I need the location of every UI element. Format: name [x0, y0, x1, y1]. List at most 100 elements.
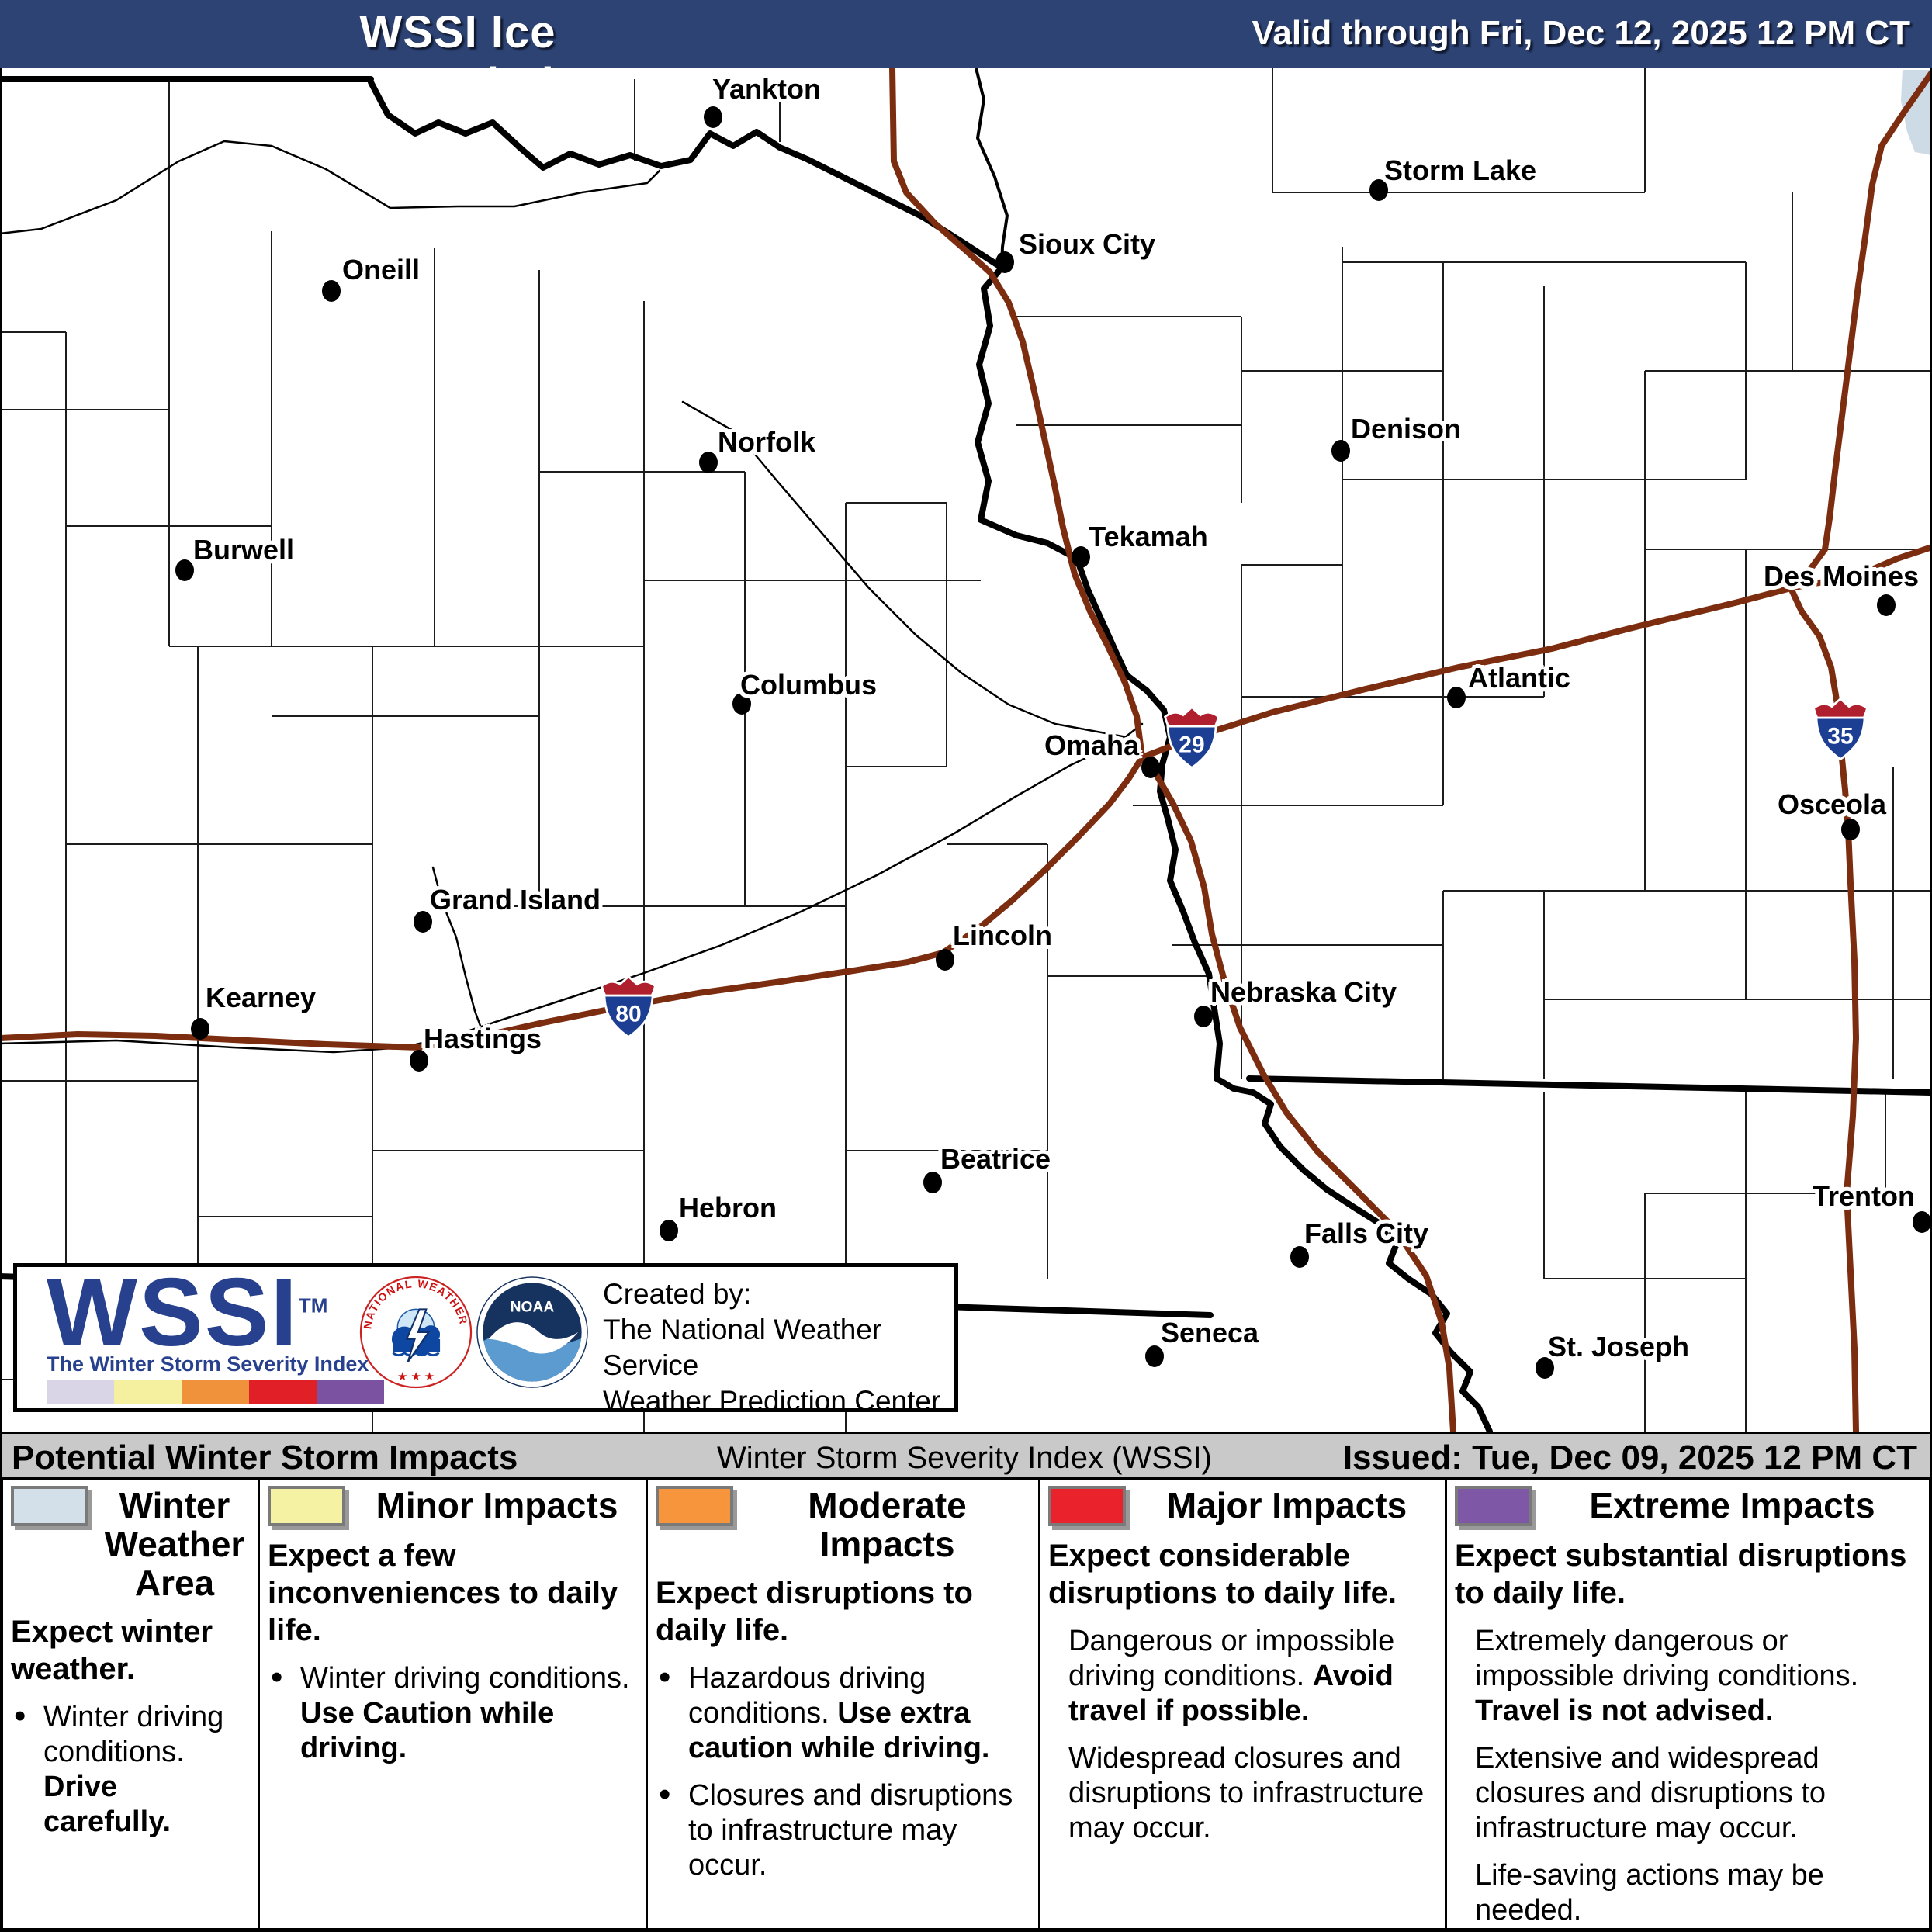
rivers-thin [2, 140, 1144, 1054]
wssi-strip-swatch-4 [317, 1380, 384, 1404]
legend-item: Winter driving conditions. Drive careful… [11, 1698, 250, 1840]
major-impacts-swatch [1048, 1486, 1126, 1526]
city-label-hebron: Hebron [679, 1192, 777, 1224]
state-borders [2, 76, 1930, 1318]
city-label-tekamah: Tekamah [1089, 521, 1208, 552]
city-label-st-joseph: St. Joseph [1547, 1331, 1690, 1362]
city-label-beatrice: Beatrice [940, 1143, 1051, 1175]
impact-legend: Winter Weather Area Expect winter weathe… [0, 1480, 1932, 1932]
wssi-wordmark: WSSITM [47, 1259, 328, 1366]
wssi-strip-swatch-1 [114, 1380, 182, 1404]
minor-impacts-swatch [268, 1486, 345, 1526]
org-line-1: The National Weather Service [603, 1314, 882, 1381]
legend-intro: Expect considerable disruptions to daily… [1048, 1539, 1397, 1610]
legend-col-minor-impacts: Minor Impacts Expect a few inconvenience… [258, 1480, 646, 1928]
map-geometry [2, 68, 1930, 1432]
created-by-line: Created by: [603, 1278, 752, 1310]
trademark-symbol: TM [298, 1293, 328, 1317]
city-label-hastings: Hastings [423, 1023, 542, 1054]
interstate-highways [2, 68, 1930, 1432]
legend-title: Major Impacts [1166, 1485, 1407, 1525]
legend-intro: Expect winter weather. [11, 1615, 213, 1686]
county-lines [2, 68, 1930, 1432]
city-label-nebraska-city: Nebraska City [1210, 976, 1397, 1008]
city-label-oneill: Oneill [341, 254, 421, 286]
header-bar: WSSI Ice Accumulation Valid through Fri,… [0, 0, 1932, 109]
legend-col-extreme-impacts: Extreme Impacts Expect substantial disru… [1445, 1480, 1929, 1928]
issued-timestamp: Issued: Tue, Dec 09, 2025 12 PM CT [1342, 1439, 1917, 1477]
created-by-text: Created by: The National Weather Service… [603, 1276, 954, 1419]
city-label-lincoln: Lincoln [953, 919, 1052, 951]
legend-col-major-impacts: Major Impacts Expect considerable disrup… [1038, 1480, 1445, 1928]
interstate-29-shield: 29 [1163, 705, 1220, 773]
org-line-2: Weather Prediction Center [603, 1385, 941, 1417]
map-area: Yankton Storm Lake Sioux City Oneill Norfolk… [0, 68, 1932, 1432]
wssi-severity-swatches [47, 1380, 384, 1404]
legend-title: Winter Weather Area [104, 1485, 245, 1603]
city-label-trenton: Trenton [1813, 1180, 1915, 1212]
city-label-grand-island: Grand Island [429, 884, 601, 916]
status-bar-title: Potential Winter Storm Impacts [12, 1439, 518, 1477]
winter-weather-swatch [11, 1486, 88, 1526]
legend-title: Extreme Impacts [1589, 1485, 1875, 1525]
legend-item: Closures and disruptions to infrastructu… [656, 1777, 1030, 1883]
legend-title: Minor Impacts [376, 1485, 618, 1525]
status-bar: Potential Winter Storm Impacts Winter St… [0, 1432, 1932, 1480]
interstate-29-line [889, 68, 1456, 1432]
svg-text:35: 35 [1827, 723, 1853, 749]
svg-text:80: 80 [615, 1001, 641, 1027]
city-label-omaha: Omaha [1044, 729, 1140, 761]
city-label-yankton: Yankton [712, 73, 822, 105]
city-label-denison: Denison [1350, 413, 1462, 445]
interstate-35-shield: 35 [1812, 697, 1869, 764]
city-label-des-moines: Des Moines [1763, 560, 1920, 592]
svg-text:29: 29 [1179, 732, 1204, 757]
city-label-falls-city: Falls City [1304, 1217, 1429, 1249]
wssi-tagline: The Winter Storm Severity Index [47, 1352, 369, 1376]
city-label-sioux-city: Sioux City [1018, 228, 1156, 260]
platte-river [2, 722, 1144, 1054]
svg-text:NOAA: NOAA [511, 1299, 555, 1315]
valid-through-text: Valid through Fri, Dec 12, 2025 12 PM CT [1252, 14, 1910, 52]
city-label-burwell: Burwell [192, 534, 295, 566]
interstate-80-shield: 80 [600, 975, 657, 1042]
city-label-kearney: Kearney [205, 982, 317, 1013]
missouri-river [368, 79, 1493, 1432]
status-bar-subtitle: Winter Storm Severity Index (WSSI) [717, 1441, 1212, 1475]
legend-col-moderate-impacts: Moderate Impacts Expect disruptions to d… [646, 1480, 1038, 1928]
loup-river [431, 866, 484, 1034]
city-label-seneca: Seneca [1160, 1317, 1259, 1349]
legend-item: Life-saving actions may be needed. [1475, 1859, 1824, 1927]
legend-item: Extensive and widespread closures and di… [1475, 1742, 1826, 1844]
city-label-columbus: Columbus [740, 669, 877, 701]
wssi-strip-swatch-0 [47, 1380, 114, 1404]
interstate-35-line [1788, 70, 1930, 1432]
legend-title: Moderate Impacts [808, 1485, 967, 1564]
niobrara-river [2, 140, 661, 234]
legend-item: Dangerous or impossible driving conditio… [1068, 1625, 1395, 1727]
big-sioux-river [975, 68, 1009, 268]
extreme-impacts-swatch [1455, 1486, 1532, 1526]
legend-item: Extremely dangerous or impossible drivin… [1475, 1625, 1859, 1727]
nws-logo: NATIONAL WEATHER SERVICE ★ ★ ★ [354, 1265, 473, 1394]
legend-item: Widespread closures and disruptions to i… [1068, 1742, 1425, 1844]
legend-intro: Expect substantial disruptions to daily … [1455, 1539, 1907, 1610]
city-label-storm-lake: Storm Lake [1383, 154, 1537, 186]
city-label-osceola: Osceola [1777, 788, 1887, 820]
wssi-strip-swatch-2 [182, 1380, 249, 1404]
interstate-80-nebraska-line [2, 754, 1145, 1051]
legend-intro: Expect a few inconveniences to daily lif… [268, 1539, 618, 1647]
wssi-strip-swatch-3 [249, 1380, 317, 1404]
mo-ia-border [1246, 1075, 1930, 1096]
legend-col-winter-weather-area: Winter Weather Area Expect winter weathe… [3, 1480, 258, 1928]
legend-item: Hazardous driving conditions. Use extra … [656, 1660, 1030, 1766]
svg-text:★ ★ ★: ★ ★ ★ [397, 1371, 435, 1383]
wssi-logo-box: WSSITM The Winter Storm Severity Index N… [13, 1259, 958, 1417]
noaa-logo: NOAA [475, 1275, 590, 1394]
city-label-norfolk: Norfolk [718, 426, 815, 458]
city-label-atlantic: Atlantic [1467, 662, 1571, 694]
legend-intro: Expect disruptions to daily life. [656, 1576, 973, 1647]
legend-item: Winter driving conditions. Use Caution w… [268, 1660, 638, 1766]
elkhorn-river [681, 400, 1128, 739]
moderate-impacts-swatch [656, 1486, 733, 1526]
